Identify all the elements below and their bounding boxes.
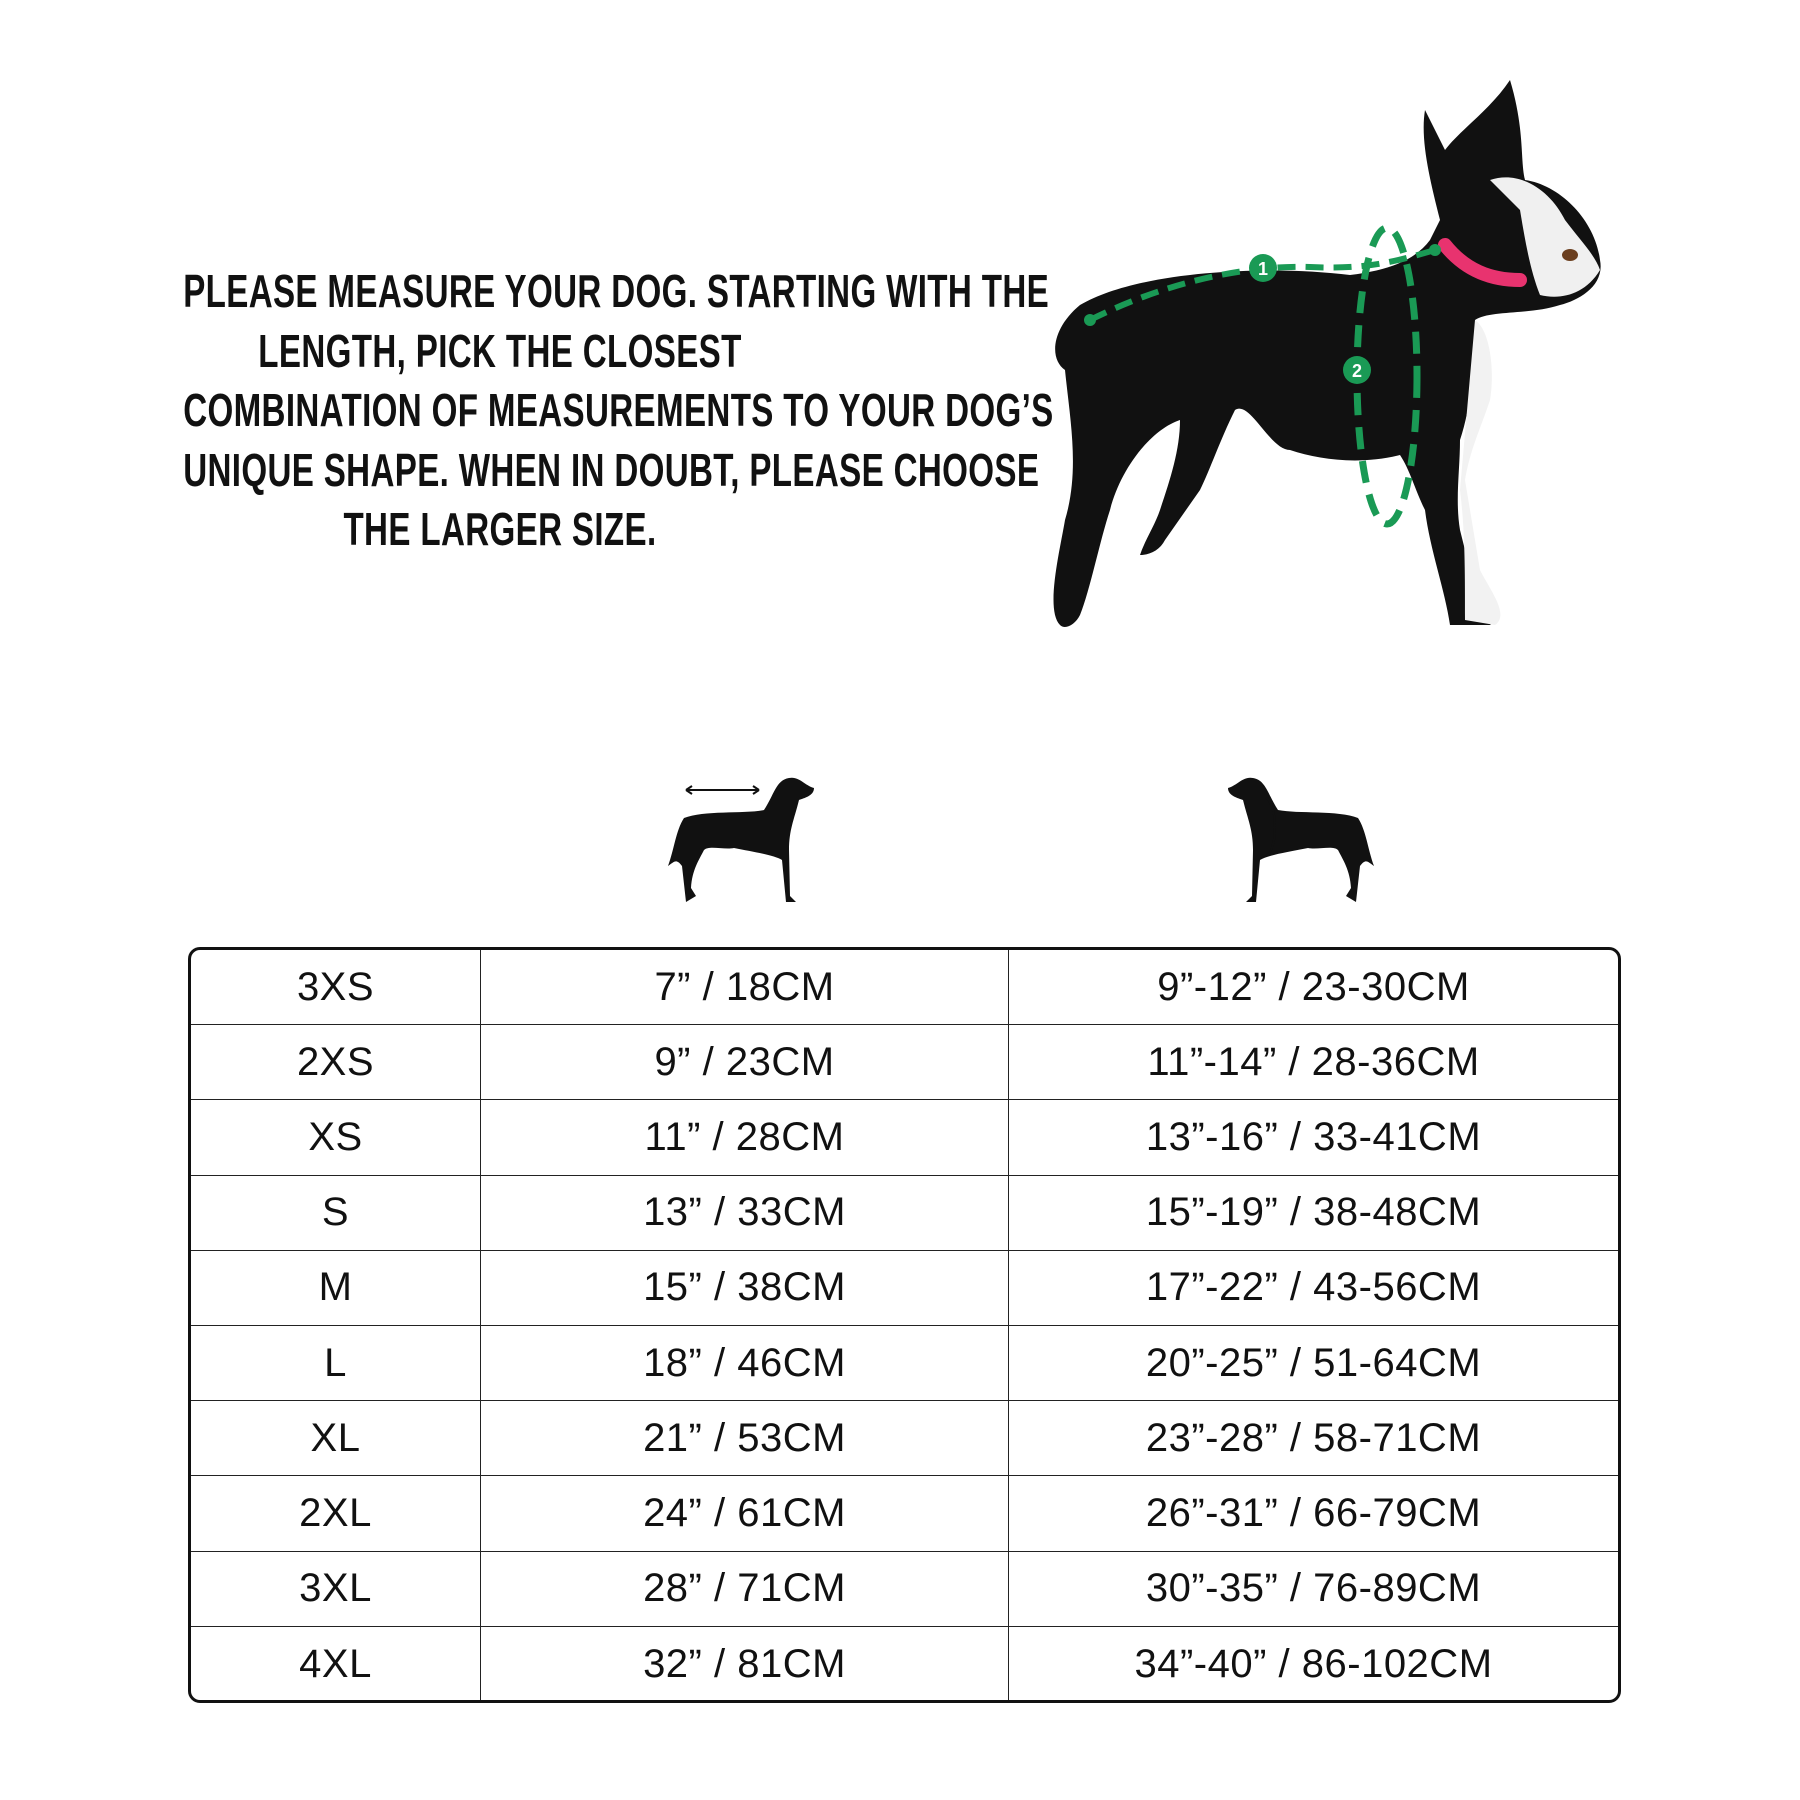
girth-cell: 30”-35” / 76-89CM [1145,1566,1482,1611]
size-cell: 2XL [191,1476,481,1551]
length-cell: 13” / 33CM [481,1175,1009,1250]
girth-cell: 17”-22” / 43-56CM [1145,1265,1482,1310]
size-cell: XS [191,1100,481,1175]
table-row: XS 11” / 28CM 13”-16” / 33-41CM [191,1100,1618,1176]
instruction-line: THE LARGER SIZE. [343,503,657,555]
size-cell: XL [191,1401,481,1476]
table-row: L 18” / 46CM 20”-25” / 51-64CM [191,1325,1618,1402]
girth-cell: 15”-19” / 38-48CM [1145,1190,1482,1235]
table-row: 3XS 7” / 18CM 9”-12” / 23-30CM [191,950,1618,1026]
girth-cell: 23”-28” / 58-71CM [1145,1415,1482,1460]
length-cell: 11” / 28CM [481,1100,1009,1175]
table-row: XL 21” / 53CM 23”-28” / 58-71CM [191,1401,1618,1477]
marker-2: 2 [1343,356,1371,384]
girth-cell: 11”-14” / 28-36CM [1147,1039,1480,1084]
dog-length-icon [668,777,814,902]
marker-1: 1 [1249,254,1277,282]
size-cell: L [191,1325,481,1401]
instruction-line: UNIQUE SHAPE. WHEN IN DOUBT, PLEASE CHOO… [183,443,1040,496]
girth-cell: 26”-31” / 66-79CM [1145,1490,1482,1535]
dog-body [1053,80,1601,627]
table-row: S 13” / 33CM 15”-19” / 38-48CM [191,1175,1618,1251]
table-row: 2XL 24” / 61CM 26”-31” / 66-79CM [191,1476,1618,1552]
instruction-line: COMBINATION OF MEASUREMENTS TO YOUR DOG’… [183,384,1054,436]
girth-cell: 20”-25” / 51-64CM [1145,1340,1482,1385]
table-row: 3XL 28” / 71CM 30”-35” / 76-89CM [191,1551,1618,1627]
girth-cell: 13”-16” / 33-41CM [1145,1114,1482,1159]
table-row: M 15” / 38CM 17”-22” / 43-56CM [191,1250,1618,1326]
girth-cell: 9”-12” / 23-30CM [1157,964,1470,1009]
instruction-line: LENGTH, PICK THE CLOSEST [258,324,742,377]
size-cell: M [191,1250,481,1325]
size-cell: S [191,1175,481,1250]
length-cell: 7” / 18CM [481,950,1009,1025]
instruction-line: PLEASE MEASURE YOUR DOG. STARTING WITH T… [183,265,1050,317]
girth-cell: 34”-40” / 86-102CM [1134,1641,1493,1686]
dog-measurement-photo: 1 2 [1053,80,1601,627]
size-cell: 2XS [191,1025,481,1100]
svg-text:1: 1 [1258,259,1268,279]
size-cell: 3XS [191,950,481,1025]
table-row: 2XS 9” / 23CM 11”-14” / 28-36CM [191,1025,1618,1101]
length-cell: 24” / 61CM [481,1476,1009,1551]
size-cell: 3XL [191,1551,481,1626]
length-cell: 18” / 46CM [481,1325,1009,1401]
svg-text:2: 2 [1352,361,1362,381]
length-cell: 9” / 23CM [481,1025,1009,1100]
size-cell: 4XL [191,1626,481,1700]
length-cell: 28” / 71CM [481,1551,1009,1626]
measure-instructions: PLEASE MEASURE YOUR DOG. STARTING WITH T… [60,262,1054,560]
size-chart-table: 3XS 7” / 18CM 9”-12” / 23-30CM 2XS 9” / 23C… [188,947,1621,1703]
dog-girth-icon [1228,777,1374,902]
length-cell: 21” / 53CM [481,1401,1009,1476]
length-cell: 15” / 38CM [481,1250,1009,1325]
table-row: 4XL 32” / 81CM 34”-40” / 86-102CM [191,1626,1618,1700]
length-cell: 32” / 81CM [481,1626,1009,1700]
length-measure-line [1088,247,1436,323]
